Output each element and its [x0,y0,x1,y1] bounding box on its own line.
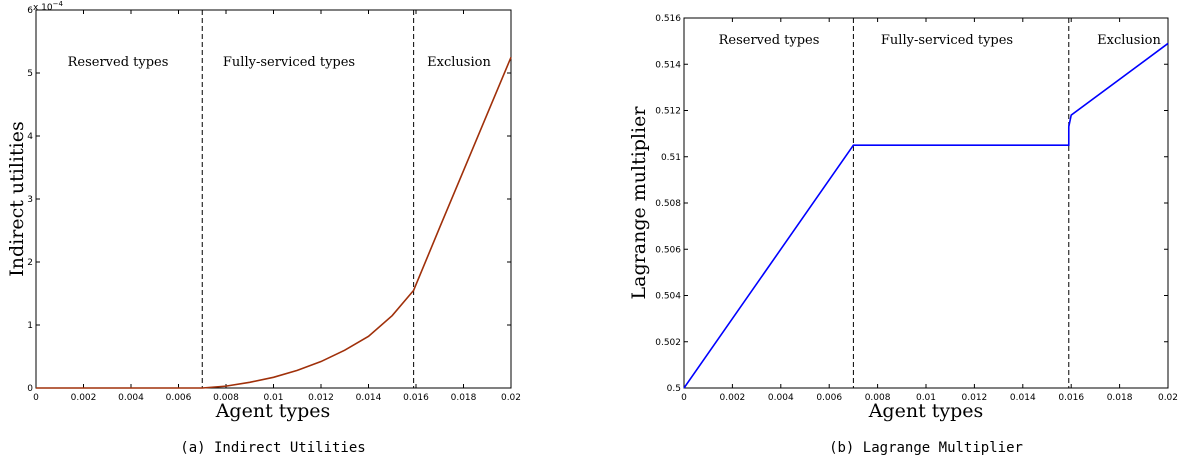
y-exponent-label: x 10−4 [33,0,64,13]
ticks-group: 0 0.002 0.004 0.006 0.008 0.01 0.012 0.014 0.016… [27,6,521,403]
ticks-group: 0 0.002 0.004 0.006 0.008 0.01 0.012 0.014 0.016… [655,14,1178,403]
region-label-exclusion: Exclusion [427,55,491,70]
x-tick-label: 0.018 [1107,393,1133,403]
series-group [683,42,1169,389]
x-tick-label: 0.016 [403,393,429,403]
x-axis-label: Agent types [868,400,984,422]
x-tick-label: 0.01 [263,393,283,403]
y-tick-label: 6 [27,6,33,16]
x-tick-label: 0.02 [1158,393,1178,403]
y-tick-label: 0.516 [655,14,681,24]
region-label-reserved: Reserved types [719,33,820,48]
x-tick-label: 0.014 [356,393,382,403]
y-tick-label: 2 [27,258,33,268]
y-tick-label: 0.504 [655,292,681,302]
y-axis-label: Indirect utilities [6,121,28,276]
x-tick-label: 0.004 [768,393,794,403]
series-line [36,56,512,389]
x-tick-label: 0.002 [720,393,746,403]
x-tick-label: 0.016 [1058,393,1084,403]
x-tick-label: 0.004 [118,393,144,403]
x-tick-label: 0.014 [1010,393,1036,403]
chart-indirect-utilities: 0 0.002 0.004 0.006 0.008 0.01 0.012 0.014 0.016… [6,0,521,456]
x-tick-label: 0.02 [501,393,521,403]
y-tick-label: 1 [27,321,33,331]
x-tick-label: 0.018 [451,393,477,403]
x-axis-label: Agent types [215,400,331,422]
region-label-fully-serviced: Fully-serviced types [223,55,355,70]
y-axis-label: Lagrange multiplier [628,106,650,300]
x-tick-label: 0.012 [308,393,334,403]
y-tick-label: 0.502 [655,338,681,348]
chart-lagrange-multiplier: 0 0.002 0.004 0.006 0.008 0.01 0.012 0.014 0.016… [628,14,1178,456]
y-tick-label: 4 [27,132,33,142]
y-tick-label: 0.512 [655,107,681,117]
y-tick-label: 0.514 [655,60,681,70]
y-exponent-power: −4 [53,0,64,8]
y-tick-label: 0.506 [655,245,681,255]
x-tick-label: 0.012 [962,393,988,403]
caption-b: (b) Lagrange Multiplier [829,440,1023,456]
boundary-lines [852,18,1070,388]
x-tick-label: 0 [33,393,39,403]
x-tick-label: 0.008 [213,393,239,403]
y-tick-label: 0 [27,384,33,394]
y-tick-label: 0.51 [661,153,681,163]
region-label-exclusion: Exclusion [1097,33,1161,48]
x-tick-label: 0 [681,393,687,403]
plot-area-frame [683,17,1169,389]
x-tick-label: 0.006 [816,393,842,403]
boundary-lines [201,10,415,388]
caption-a: (a) Indirect Utilities [180,440,365,456]
series-line [683,42,1169,389]
y-tick-label: 3 [27,195,33,205]
y-tick-label: 0.5 [667,384,681,394]
region-label-reserved: Reserved types [68,55,169,70]
x-tick-label: 0.006 [166,393,192,403]
y-tick-label: 5 [27,69,33,79]
y-exponent-base: x 10 [33,3,53,13]
y-tick-label: 0.508 [655,199,681,209]
region-label-fully-serviced: Fully-serviced types [881,33,1013,48]
x-tick-label: 0.008 [865,393,891,403]
x-tick-label: 0.01 [916,393,936,403]
series-group [36,56,512,389]
x-tick-label: 0.002 [71,393,97,403]
